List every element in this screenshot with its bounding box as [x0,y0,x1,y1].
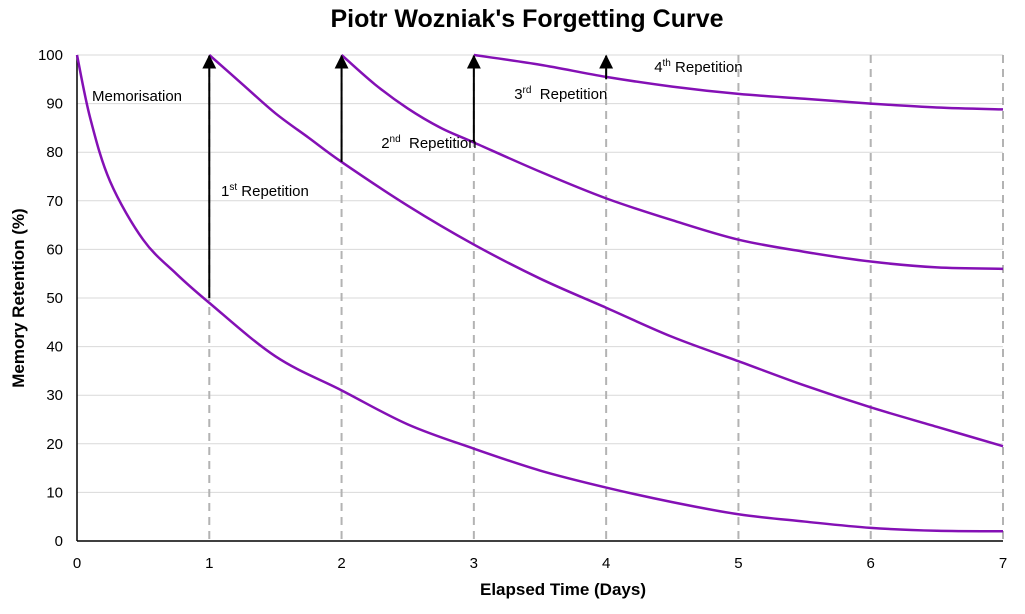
axes [76,55,1003,542]
annotation-memorisation: Memorisation [92,88,182,105]
y-axis-title: Memory Retention (%) [9,208,28,387]
y-tick-label: 60 [46,241,63,258]
x-axis-title: Elapsed Time (Days) [480,580,646,599]
y-tick-label: 10 [46,484,63,501]
retention-curve-3 [340,54,1004,271]
y-tick-labels: 0 10 20 30 40 50 60 70 80 90 100 [38,47,63,550]
chart-title: Piotr Wozniak's Forgetting Curve [330,5,723,33]
annotation-repetition-2: 2nd Repetition [352,134,497,152]
y-tick-label: 0 [55,533,63,550]
retention-curve-2 [208,54,1004,448]
x-tick-label: 5 [734,555,742,572]
y-tick-label: 100 [38,47,63,64]
y-tick-label: 50 [46,290,63,307]
repetition-arrows [202,54,614,298]
y-tick-label: 40 [46,339,63,356]
y-tick-label: 90 [46,96,63,113]
x-tick-label: 2 [337,555,345,572]
annotations: Memorisation 1st Repetition 2nd Repetiti… [92,58,763,200]
annotation-repetition-3: 3rd Repetition [485,85,628,103]
x-tick-label: 6 [867,555,875,572]
annotation-repetition-1: 1st Repetition [221,182,309,200]
annotation-repetition-4: 4th Repetition [625,58,763,76]
retention-curves [75,53,1004,533]
x-tick-label: 0 [73,555,81,572]
y-tick-label: 70 [46,193,63,210]
y-tick-label: 80 [46,144,63,161]
y-tick-label: 20 [46,436,63,453]
x-tick-label: 1 [205,555,213,572]
retention-curve-1 [75,54,1004,533]
retention-curve-4 [473,53,1004,111]
x-tick-label: 3 [470,555,478,572]
y-tick-label: 30 [46,387,63,404]
x-tick-label: 4 [602,555,610,572]
horizontal-gridlines [77,54,1003,493]
x-tick-label: 7 [999,555,1007,572]
x-tick-labels: 0 1 2 3 4 5 6 7 [73,555,1007,572]
